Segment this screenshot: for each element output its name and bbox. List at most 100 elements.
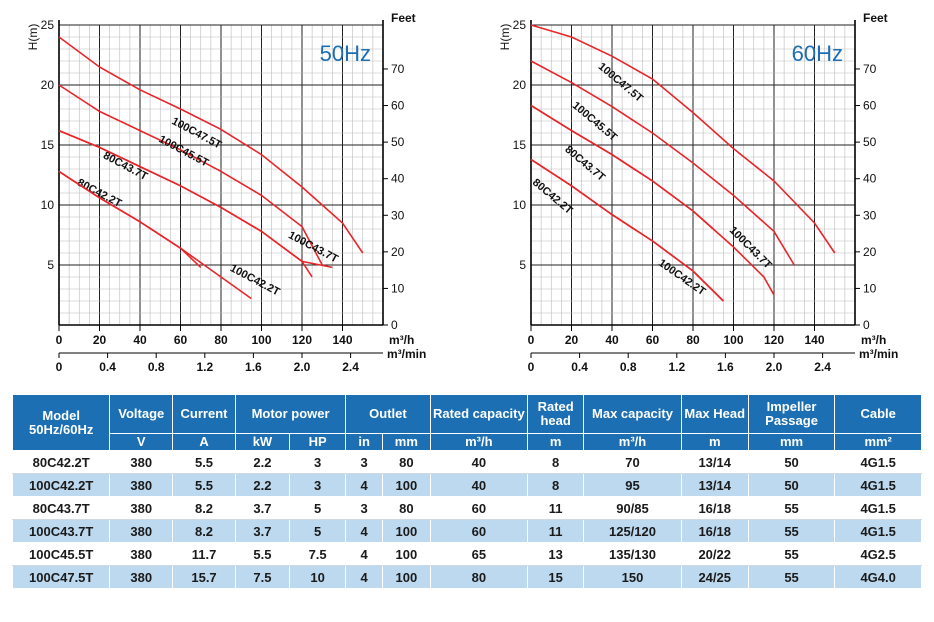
table-cell: 380 bbox=[109, 496, 174, 520]
y-tick-label: 5 bbox=[519, 258, 526, 272]
x-axis-label: m³/h bbox=[861, 333, 886, 347]
x2-tick-label: 0.8 bbox=[620, 360, 637, 374]
th-unit-in: in bbox=[345, 433, 384, 451]
th-rated-head: Rated head bbox=[527, 394, 585, 434]
table-cell: 4 bbox=[345, 542, 384, 566]
table-cell: 3 bbox=[345, 450, 384, 474]
table-cell: 380 bbox=[109, 565, 174, 589]
th-model: Model 50Hz/60Hz bbox=[11, 394, 111, 451]
model-cell: 100C45.5T bbox=[11, 542, 111, 566]
table-cell: 380 bbox=[109, 519, 174, 543]
x-tick-label: 0 bbox=[528, 333, 535, 347]
feet-tick-label: 70 bbox=[391, 62, 405, 76]
y-tick-label: 25 bbox=[41, 18, 55, 32]
table-cell: 5.5 bbox=[172, 450, 236, 474]
table-cell: 100 bbox=[382, 519, 431, 543]
table-cell: 16/18 bbox=[680, 496, 749, 520]
table-cell: 95 bbox=[583, 473, 682, 497]
x2-tick-label: 1.6 bbox=[717, 360, 734, 374]
table-cell: 8.2 bbox=[172, 519, 236, 543]
table-cell: 4G1.5 bbox=[834, 473, 922, 497]
x-tick-label: 120 bbox=[292, 333, 312, 347]
y-tick-label: 10 bbox=[513, 198, 527, 212]
table-cell: 13/14 bbox=[680, 473, 749, 497]
feet-tick-label: 40 bbox=[391, 172, 405, 186]
x-tick-label: 80 bbox=[686, 333, 700, 347]
x-tick-label: 0 bbox=[56, 333, 63, 347]
table-cell: 80 bbox=[382, 496, 431, 520]
x2-tick-label: 0.4 bbox=[99, 360, 116, 374]
table-cell: 16/18 bbox=[680, 519, 749, 543]
table-cell: 50 bbox=[747, 473, 836, 497]
x2-tick-label: 2.0 bbox=[766, 360, 783, 374]
th-unit-hp: HP bbox=[288, 433, 347, 451]
feet-tick-label: 10 bbox=[863, 281, 877, 295]
th-motor-power: Motor power bbox=[234, 394, 347, 434]
spec-table: Model 50Hz/60Hz Voltage Current Motor po… bbox=[11, 394, 922, 589]
series-label: 80C43.7T bbox=[101, 150, 150, 183]
table-row: 80C42.2T 380 5.5 2.2 3 3 80 40 8 70 13/14 50 4G1.5 bbox=[11, 450, 922, 474]
chart-1: 5 10 15 20 25H(m) 0 10 20 30 40 50 60 70 Feet 0 20 40 60 8… bbox=[498, 11, 898, 374]
table-cell: 5.5 bbox=[172, 473, 236, 497]
chart-title: 50Hz bbox=[320, 41, 371, 66]
series-line bbox=[58, 129, 333, 269]
y-tick-label: 15 bbox=[513, 138, 527, 152]
y-tick-label: 10 bbox=[41, 198, 55, 212]
series-line bbox=[58, 36, 364, 254]
th-voltage: Voltage bbox=[109, 394, 174, 434]
table-cell: 11 bbox=[527, 496, 585, 520]
x-tick-label: 60 bbox=[174, 333, 188, 347]
x2-tick-label: 2.0 bbox=[294, 360, 311, 374]
feet-axis-label: Feet bbox=[391, 11, 416, 25]
table-cell: 8.2 bbox=[172, 496, 236, 520]
feet-tick-label: 30 bbox=[863, 208, 877, 222]
table-cell: 4 bbox=[345, 519, 384, 543]
table-cell: 80 bbox=[382, 450, 431, 474]
x-tick-label: 140 bbox=[332, 333, 352, 347]
th-unit-kw: kW bbox=[234, 433, 290, 451]
table-cell: 4 bbox=[345, 565, 384, 589]
table-cell: 24/25 bbox=[680, 565, 749, 589]
table-cell: 8 bbox=[527, 450, 585, 474]
y-tick-label: 15 bbox=[41, 138, 55, 152]
table-cell: 100 bbox=[382, 473, 431, 497]
table-cell: 40 bbox=[429, 450, 529, 474]
x2-axis-label: m³/min bbox=[387, 347, 426, 361]
th-outlet: Outlet bbox=[345, 394, 431, 434]
table-cell: 4G1.5 bbox=[834, 496, 922, 520]
table-cell: 7.5 bbox=[234, 565, 290, 589]
table-cell: 125/120 bbox=[583, 519, 682, 543]
table-cell: 150 bbox=[583, 565, 682, 589]
y-axis-label: H(m) bbox=[26, 24, 40, 51]
table-row: 80C43.7T 380 8.2 3.7 5 3 80 60 11 90/85 16/18 55 4G1… bbox=[11, 496, 922, 520]
x-tick-label: 60 bbox=[646, 333, 660, 347]
table-cell: 55 bbox=[747, 519, 836, 543]
x2-tick-label: 0 bbox=[56, 360, 63, 374]
feet-tick-label: 20 bbox=[863, 245, 877, 259]
table-row: 100C43.7T 380 8.2 3.7 5 4 100 60 11 125/120 16/18 5… bbox=[11, 519, 922, 543]
x-tick-label: 20 bbox=[93, 333, 107, 347]
table-cell: 3.7 bbox=[234, 496, 290, 520]
th-max-capacity: Max capacity bbox=[583, 394, 682, 434]
th-cable: Cable bbox=[834, 394, 922, 434]
table-cell: 11.7 bbox=[172, 542, 236, 566]
y-tick-label: 25 bbox=[513, 18, 527, 32]
feet-axis-label: Feet bbox=[863, 11, 888, 25]
table-cell: 11 bbox=[527, 519, 585, 543]
table-cell: 4G1.5 bbox=[834, 450, 922, 474]
th-unit-mm: mm bbox=[382, 433, 431, 451]
table-cell: 60 bbox=[429, 496, 529, 520]
table-cell: 20/22 bbox=[680, 542, 749, 566]
table-cell: 90/85 bbox=[583, 496, 682, 520]
table-cell: 55 bbox=[747, 565, 836, 589]
series-line bbox=[530, 104, 775, 296]
series-line bbox=[530, 24, 836, 254]
table-cell: 100 bbox=[382, 565, 431, 589]
table-cell: 10 bbox=[288, 565, 347, 589]
table-cell: 4G4.0 bbox=[834, 565, 922, 589]
table-cell: 100 bbox=[382, 542, 431, 566]
x-tick-label: 100 bbox=[723, 333, 743, 347]
feet-tick-label: 60 bbox=[391, 99, 405, 113]
x-tick-label: 100 bbox=[251, 333, 271, 347]
